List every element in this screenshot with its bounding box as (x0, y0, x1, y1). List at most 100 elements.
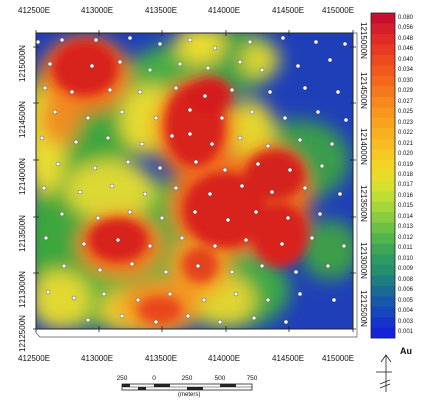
legend-swatch (371, 149, 395, 161)
northing-label-right: 1214500N (359, 72, 368, 109)
legend-swatch (371, 170, 395, 182)
legend-swatch (371, 128, 395, 140)
scale-unit: (meters) (178, 392, 201, 398)
legend-value: 0.005 (398, 297, 414, 304)
legend-value: 0.016 (398, 192, 414, 199)
legend-value: 0.018 (398, 172, 414, 178)
legend-swatch (371, 296, 395, 307)
legend-value: 0.021 (398, 140, 414, 147)
easting-label-top: 415000E (322, 6, 355, 15)
easting-label-top: 414500E (272, 6, 305, 15)
sample-points (36, 35, 349, 325)
legend-value: 0.046 (398, 46, 414, 53)
anomaly-surface (36, 33, 353, 329)
legend-value: 0.027 (398, 98, 414, 105)
easting-label-bottom: 414500E (272, 354, 305, 363)
legend-value: 0.030 (398, 77, 414, 84)
legend-swatch (371, 254, 395, 265)
legend-value: 0.023 (398, 119, 414, 126)
legend-value: 0.003 (398, 318, 414, 325)
legend-swatch (371, 138, 395, 150)
legend-swatch (371, 13, 395, 24)
northing-label-left: 1213000N (18, 271, 27, 308)
scale-label: 250 (181, 375, 193, 382)
legend-value: 0.022 (398, 130, 414, 137)
easting-label-top: 413000E (81, 6, 114, 15)
northing-label-left: 1214000N (18, 158, 27, 195)
legend-swatch (371, 306, 395, 318)
easting-label-bottom: 412500E (18, 354, 51, 363)
legend-swatch (371, 117, 395, 129)
legend-swatch (371, 212, 395, 223)
legend-value: 0.011 (398, 245, 413, 252)
legend-value: 0.004 (398, 308, 414, 315)
northing-label-left: 1213500N (18, 215, 27, 252)
legend-title: Au (400, 346, 412, 356)
northing-label-right: 1212500N (359, 290, 368, 327)
legend-value: 0.008 (398, 276, 414, 283)
legend-swatch (371, 222, 395, 234)
legend-swatch (371, 264, 395, 276)
northing-label-left: 1215000N (18, 45, 27, 82)
scale-label: 500 (214, 375, 226, 382)
legend-value: 0.001 (398, 329, 414, 336)
legend-value: 0.034 (398, 67, 414, 74)
legend-value: 0.012 (398, 234, 414, 241)
easting-label-top: 413500E (145, 6, 178, 15)
legend-value: 0.025 (398, 109, 414, 116)
legend-value: 0.080 (398, 14, 414, 21)
northing-label-left: 1214500N (18, 101, 27, 138)
legend-swatch (371, 317, 395, 328)
northing-label-right: 1214000N (359, 128, 368, 165)
easting-label-top: 412500E (18, 6, 51, 15)
easting-label-top: 414000E (208, 6, 241, 15)
legend-value: 0.015 (398, 203, 414, 210)
legend-swatch (371, 96, 395, 108)
legend-value: 0.029 (398, 88, 414, 95)
grid-ticks (33, 30, 356, 332)
legend-swatch (371, 86, 395, 98)
scale-bar (121, 383, 253, 391)
legend-color-bar (371, 13, 395, 339)
legend-swatch (371, 159, 395, 171)
scale-label: 0 (152, 375, 156, 382)
easting-label-bottom: 413000E (81, 354, 114, 363)
legend-swatch (371, 201, 395, 213)
legend-swatch (371, 180, 395, 192)
legend-value: 0.014 (398, 213, 414, 220)
legend-swatch (371, 75, 395, 87)
legend-swatch (371, 285, 395, 297)
north-arrow-icon (376, 354, 392, 392)
legend-swatch (371, 233, 395, 244)
legend-swatch (371, 191, 395, 203)
legend-value: 0.020 (398, 151, 414, 158)
legend-swatch (371, 327, 395, 339)
northing-label-left: 1212500N (18, 315, 27, 352)
easting-label-bottom: 415000E (322, 354, 355, 363)
legend-value: 0.048 (398, 35, 414, 42)
easting-label-bottom: 413500E (145, 354, 178, 363)
legend-swatch (371, 65, 395, 77)
legend-swatch (371, 275, 395, 286)
northing-label-right: 1213000N (359, 242, 368, 279)
legend-swatch (371, 23, 395, 35)
legend-swatch (371, 107, 395, 119)
easting-label-bottom: 414000E (208, 354, 241, 363)
map-frame (35, 32, 354, 330)
northing-label-right: 1213500N (359, 185, 368, 222)
legend-swatch (371, 54, 395, 66)
legend-value: 0.019 (398, 161, 414, 168)
legend-value: 0.056 (398, 25, 414, 32)
legend-value: 0.017 (398, 182, 414, 189)
legend-swatch (371, 44, 395, 56)
scale-label: 750 (246, 375, 258, 382)
legend-swatch (371, 33, 395, 45)
legend-swatch (371, 243, 395, 255)
legend-value: 0.010 (398, 255, 414, 262)
northing-label-right: 1215000N (359, 22, 368, 59)
scale-label: 250 (116, 375, 128, 382)
legend-value: 0.040 (398, 56, 414, 63)
legend-value: 0.013 (398, 224, 414, 231)
